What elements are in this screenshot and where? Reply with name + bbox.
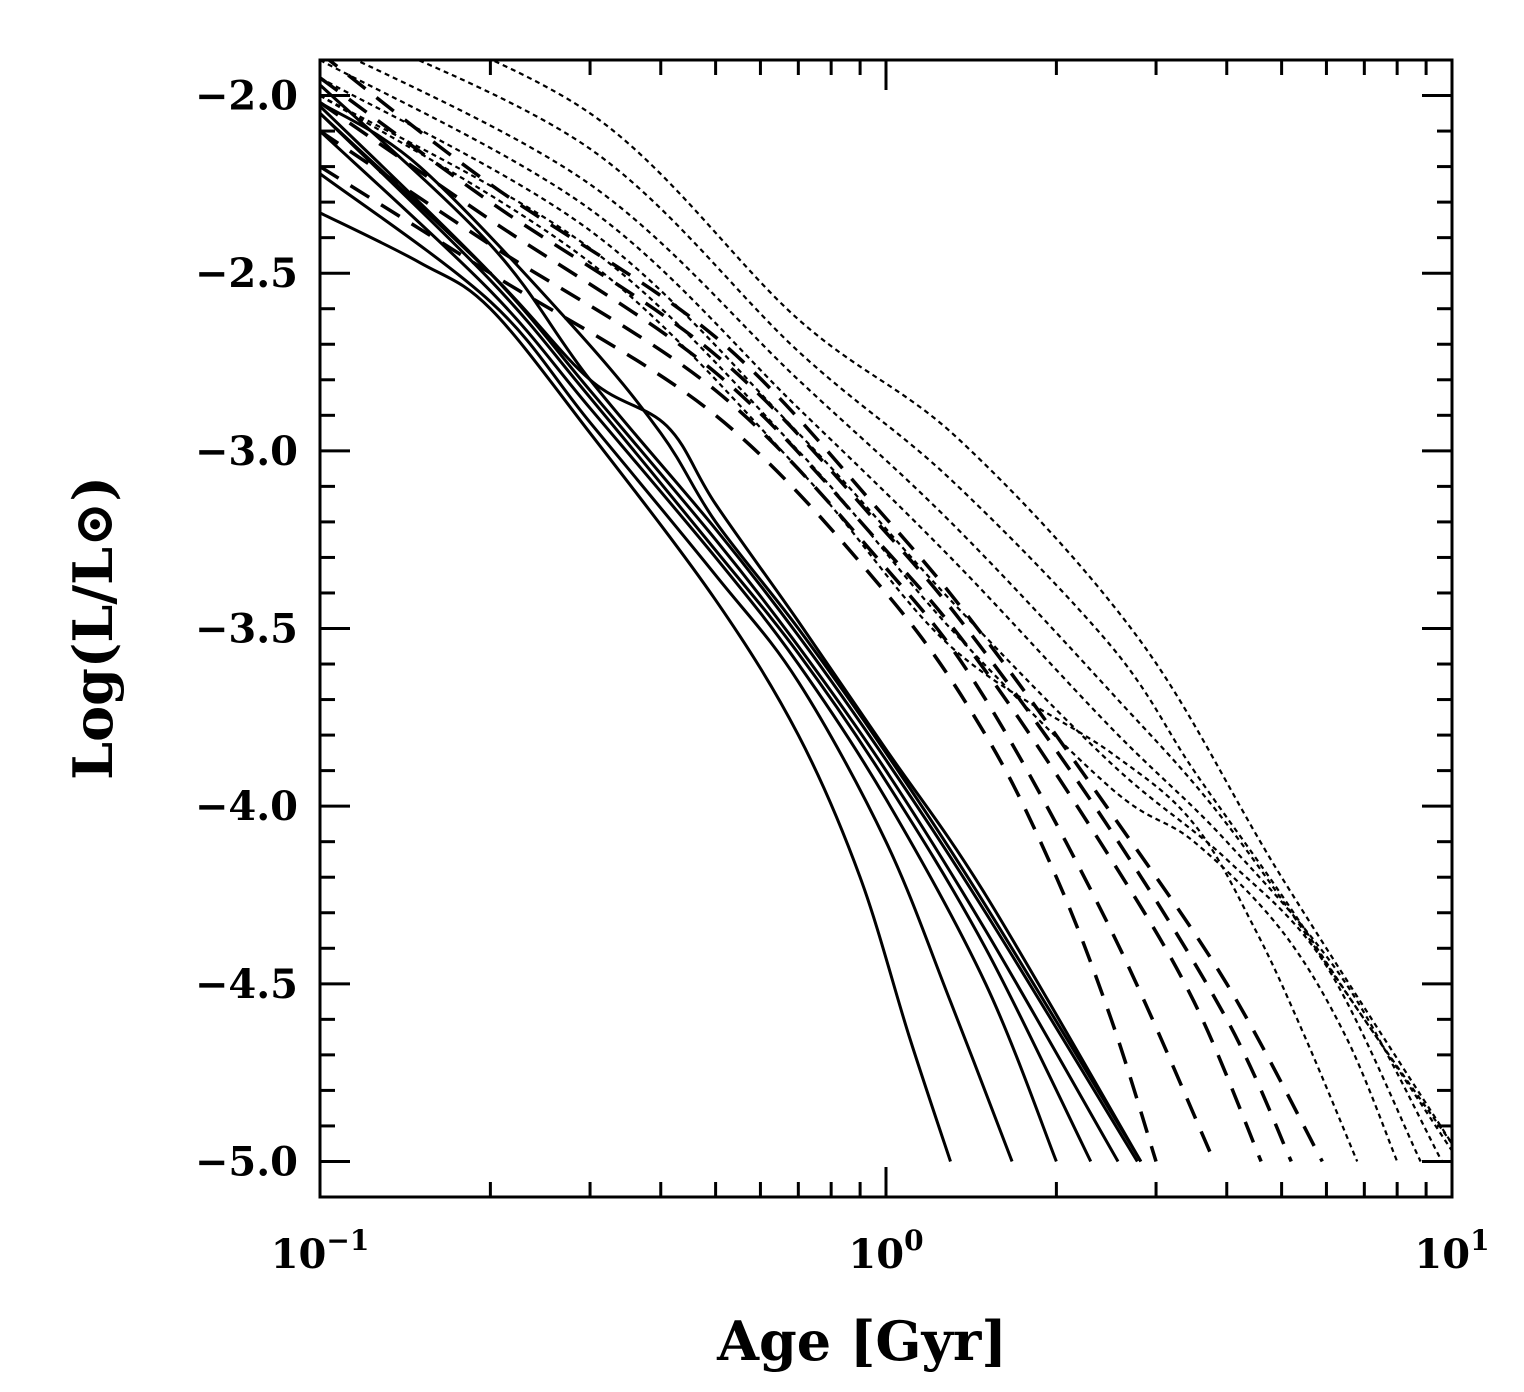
series-line-dotted-15 [415, 60, 1452, 1145]
tick-labels: −2.0 −2.5 −3.0 −3.5 −4.0 −4.5 −5.0 10−1 100 101 [195, 73, 1490, 1278]
series-line-dotted-17 [320, 60, 1443, 1162]
y-tick-label: −2.5 [195, 250, 298, 297]
series-line-dotted-18 [320, 76, 1422, 1162]
y-tick-label: −2.0 [195, 73, 298, 120]
series-line-dotted-16 [353, 60, 1452, 1152]
series-line-solid-2 [320, 172, 1014, 1163]
x-tick-label: 101 [1414, 1224, 1489, 1278]
series-line-solid-1 [320, 211, 952, 1162]
series-line-dotted-20 [320, 94, 1359, 1162]
series-line-solid-7 [320, 101, 1143, 1163]
series-line-dotted-19 [320, 94, 1399, 1162]
series-line-dashed-9 [320, 165, 1158, 1162]
x-tick-label: 10−1 [271, 1224, 370, 1278]
y-tick-label: −3.5 [195, 606, 298, 653]
series-line-solid-6 [320, 83, 1139, 1163]
series-line-solid-5 [320, 105, 1120, 1163]
y-tick-label: −4.5 [195, 961, 298, 1008]
y-tick-label: −3.0 [195, 428, 298, 475]
y-axis-title: Log(L/L⊙) [61, 476, 125, 780]
plot-frame [318, 58, 1454, 1199]
series-line-dashed-10 [320, 129, 1216, 1163]
y-tick-label: −5.0 [195, 1138, 298, 1185]
series-line-dashed-12 [320, 76, 1293, 1163]
series-line-solid-3 [320, 130, 1058, 1163]
y-tick-label: −4.0 [195, 783, 298, 830]
series-line-dashed-11 [320, 101, 1263, 1163]
series-line-solid-4 [320, 112, 1093, 1163]
ticks-layer [318, 58, 1454, 1199]
series-line-solid-8 [320, 112, 1143, 1163]
x-axis-title: Age [Gyr] [716, 1309, 1007, 1373]
series-line-dotted-14 [489, 60, 1452, 1145]
series-layer [320, 60, 1452, 1163]
series-line-dashed-13 [326, 60, 1324, 1163]
x-tick-label: 100 [848, 1224, 923, 1278]
